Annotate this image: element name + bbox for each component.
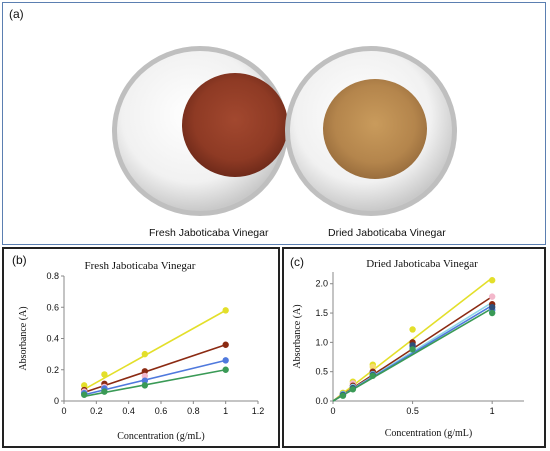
data-point-green [81,391,88,398]
sample-dishes-photo [112,46,457,216]
x-axis-label: Concentration (g/mL) [117,431,204,442]
photo-panel: (a) [2,2,546,245]
y-tick-label: 0.0 [315,396,328,406]
x-tick-label: 0.4 [122,406,135,416]
dried-vinegar-liquid [323,79,427,179]
fresh-chart-panel: (b) Fresh Jaboticaba Vinegar 0 0.2 0.4 0.6 0.… [2,247,280,448]
panel-b-label: (b) [12,253,27,267]
data-point-green [369,372,376,379]
chart-title: Fresh Jaboticaba Vinegar [85,260,196,272]
trendline-green [332,307,493,402]
x-tick-label: 0.8 [187,406,200,416]
data-point-yellow [141,350,149,358]
y-tick-label: 0.5 [315,367,328,377]
data-point-yellow [222,307,229,314]
data-point-green [409,346,416,353]
x-axis-label: Concentration (g/mL) [385,428,472,439]
dried-chart: Dried Jaboticaba Vinegar 0 0.5 1 0.0 0.5 1.0 1.… [292,258,524,439]
x-tick-label: 0 [330,406,335,416]
data-point-green [141,382,149,389]
data-point-green [339,392,347,399]
y-tick-label: 0.6 [46,302,59,312]
x-tick-label: 0.5 [406,406,419,416]
y-axis-label: Absorbance (A) [18,306,29,370]
chart-title: Dried Jaboticaba Vinegar [366,258,478,270]
y-tick-label: 1.5 [315,308,328,318]
data-point-green [222,366,229,373]
data-point-pink [141,372,149,380]
data-point-navy [488,303,496,311]
y-tick-label: 0 [54,396,59,406]
data-point-red [141,368,149,375]
x-tick-label: 1.2 [252,406,265,416]
trendline-blue [84,359,226,396]
data-point-green [349,386,357,393]
data-point-green [101,388,108,395]
x-tick-label: 1 [490,406,495,416]
data-point-blue [141,377,149,384]
x-tick-label: 1 [223,406,228,416]
y-tick-label: 0.4 [46,334,59,344]
data-point-yellow [488,277,496,284]
panel-c-label: (c) [290,255,304,269]
fresh-vinegar-liquid [182,73,288,177]
y-tick-label: 1.0 [315,337,328,347]
data-point-blue [222,357,229,364]
fresh-chart: Fresh Jaboticaba Vinegar 0 0.2 0.4 0.6 0.8 1 1.… [18,260,265,442]
x-tick-label: 0.6 [155,406,168,416]
dried-chart-panel: (c) Dried Jaboticaba Vinegar 0 0.5 1 0.0 0.5 1… [282,247,546,448]
dried-dish [285,46,457,216]
y-tick-label: 2.0 [315,279,328,289]
panel-a-label: (a) [9,7,24,21]
y-axis-label: Absorbance (A) [292,304,303,368]
data-point-yellow [81,382,88,389]
fresh-caption: Fresh Jaboticaba Vinegar [149,227,269,239]
data-point-green [488,309,496,317]
y-tick-label: 0.2 [46,365,59,375]
trendline-yellow [83,309,227,390]
data-point-red [222,341,229,348]
dried-caption: Dried Jaboticaba Vinegar [328,227,446,239]
x-tick-label: 0 [61,406,66,416]
fresh-dish [112,46,288,216]
trendline-red [83,343,226,394]
data-point-yellow [409,326,416,333]
data-point-yellow_light [369,363,376,371]
data-point-yellow [101,371,108,378]
data-point-pink [488,293,496,300]
x-tick-label: 0.2 [90,406,103,416]
trendline-green [84,368,226,398]
y-tick-label: 0.8 [46,271,59,281]
